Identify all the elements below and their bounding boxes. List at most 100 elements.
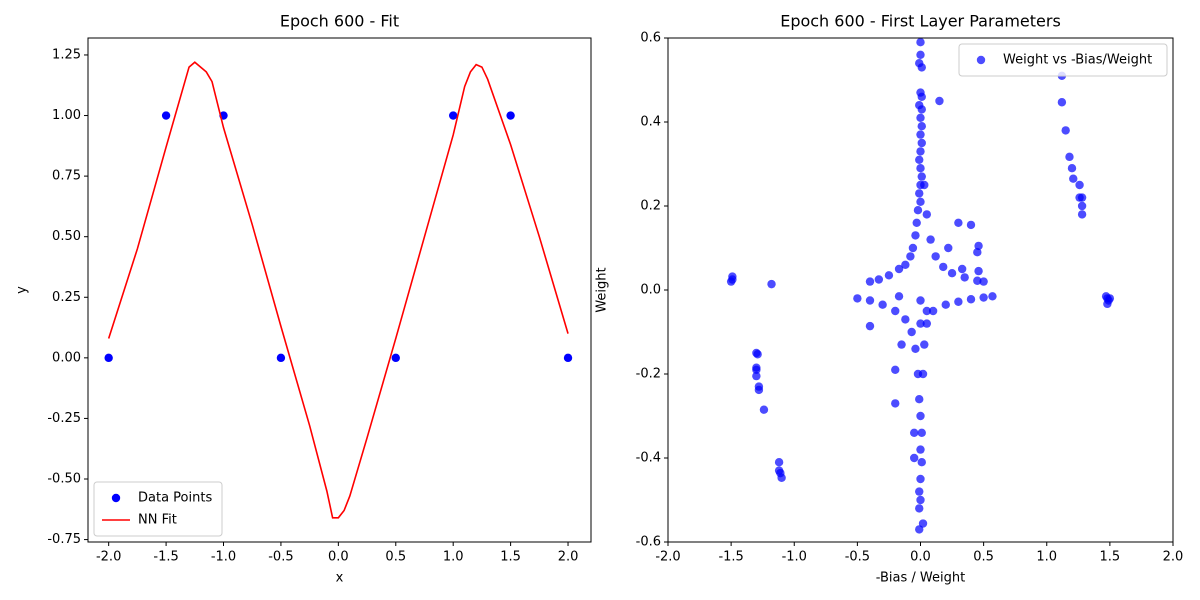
x-tick-label: 1.0 (1036, 550, 1057, 565)
y-axis-label: y (15, 286, 30, 294)
legend-box (93, 481, 223, 537)
x-tick-label: 1.5 (500, 550, 521, 565)
point (1103, 299, 1112, 309)
point (767, 279, 776, 289)
y-tick-label: -0.2 (636, 367, 661, 382)
point (916, 130, 925, 139)
point (865, 321, 875, 331)
point (752, 371, 761, 381)
point (944, 243, 953, 253)
point (954, 297, 963, 306)
axes-frame (667, 37, 1174, 543)
point (931, 252, 940, 261)
point (901, 315, 910, 324)
point (915, 155, 924, 164)
point (161, 111, 171, 120)
point (777, 473, 786, 482)
point (917, 63, 926, 72)
x-tick-label: -0.5 (845, 550, 870, 565)
point (917, 122, 926, 131)
point (947, 269, 957, 278)
legend: Weight vs -Bias/Weight (958, 43, 1168, 77)
point (448, 111, 458, 120)
x-tick-label: 0.5 (385, 550, 406, 565)
point (1075, 180, 1084, 190)
point (973, 248, 982, 257)
point (1067, 164, 1077, 173)
point (918, 519, 928, 528)
point (918, 369, 928, 379)
point (916, 164, 925, 173)
plot-area (104, 61, 573, 519)
y-tick-label: 0.6 (640, 31, 661, 46)
legend-swatch (111, 493, 121, 503)
point (894, 264, 904, 274)
legend-label: Data Points (138, 491, 212, 506)
point (916, 445, 925, 454)
point (506, 111, 515, 120)
y-axis-label: Weight (595, 267, 610, 312)
point (1077, 193, 1087, 202)
y-tick-label: 0.75 (52, 169, 81, 184)
point (759, 405, 769, 414)
y-tick-label: -0.25 (47, 411, 81, 426)
point (966, 220, 976, 230)
y-tick-label: 1.00 (52, 108, 81, 123)
point (891, 365, 900, 374)
point (916, 474, 925, 484)
x-tick-label: 1.0 (443, 550, 464, 565)
chart-title: Epoch 600 - First Layer Parameters (780, 12, 1061, 31)
x-tick-label: 1.5 (1100, 550, 1121, 565)
x-tick-label: -0.5 (268, 550, 293, 565)
point (1077, 201, 1087, 211)
x-tick-label: 2.0 (558, 550, 579, 565)
point (935, 96, 944, 106)
point (907, 327, 916, 337)
point (954, 218, 963, 227)
point (865, 277, 875, 286)
point (897, 340, 906, 349)
point (891, 306, 900, 316)
point (926, 235, 935, 244)
point (928, 306, 938, 316)
point (979, 277, 988, 286)
x-tick-label: -1.5 (153, 550, 178, 565)
point (884, 271, 894, 280)
point (973, 276, 982, 285)
point (960, 273, 969, 282)
legend-box (958, 43, 1168, 77)
x-tick-label: -2.0 (655, 550, 680, 565)
point (922, 319, 932, 328)
legend: Data Points NN Fit (93, 481, 223, 537)
point (916, 319, 925, 328)
point (939, 262, 948, 272)
point (915, 395, 924, 404)
point (941, 300, 950, 309)
y-tick-label: 0.2 (640, 199, 661, 214)
point (911, 231, 920, 240)
point (916, 411, 925, 421)
point (891, 399, 900, 408)
point (966, 295, 976, 304)
x-tick-label: -1.5 (718, 550, 743, 565)
point (1057, 98, 1067, 107)
point (901, 260, 910, 269)
point (878, 300, 887, 309)
point (728, 272, 737, 281)
point (906, 252, 915, 261)
point (865, 296, 875, 305)
point (916, 38, 925, 47)
x-axis-label: -Bias / Weight (876, 571, 965, 586)
point (1069, 174, 1078, 183)
axes-frame (87, 37, 592, 543)
y-tick-label: -0.50 (47, 472, 81, 487)
point (920, 340, 929, 349)
x-tick-label: -1.0 (211, 550, 236, 565)
point (912, 218, 921, 227)
point (915, 504, 924, 513)
point (916, 50, 925, 59)
point (916, 197, 925, 206)
y-tick-label: 0.00 (52, 350, 81, 365)
legend-swatch (976, 55, 986, 65)
y-tick-label: 0.0 (640, 283, 661, 298)
